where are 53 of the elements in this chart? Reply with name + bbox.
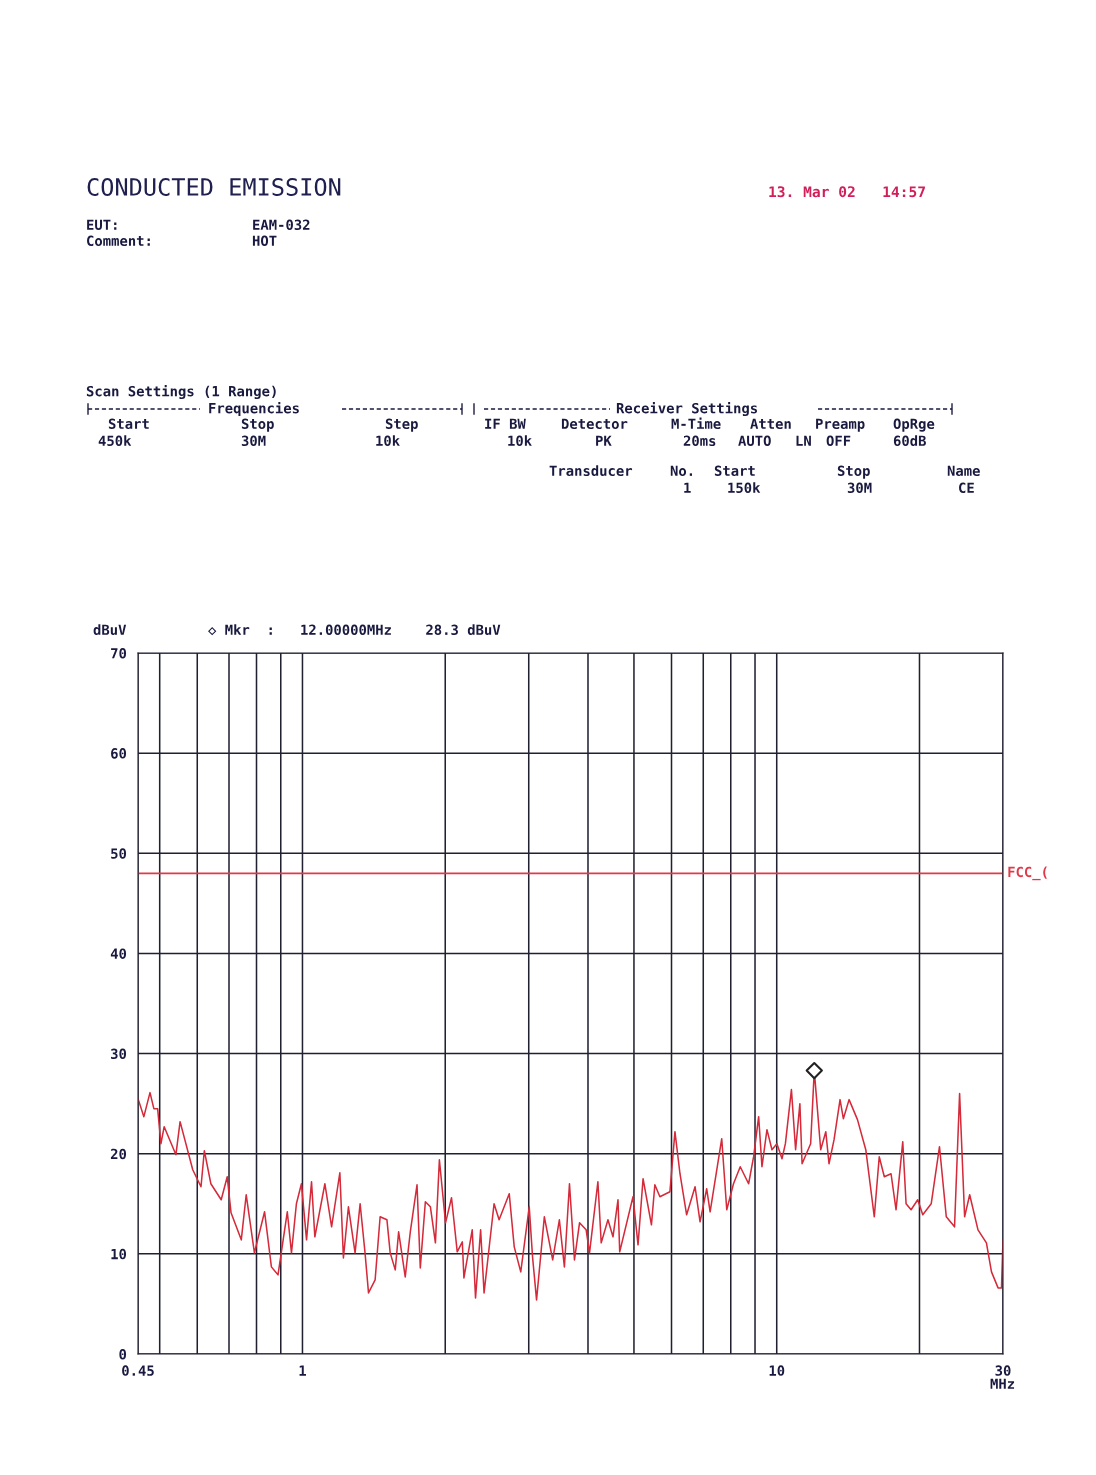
x-tick-label: 0.45 [122, 1365, 154, 1376]
y-tick-label: 10 [111, 1248, 127, 1260]
text: 30M [241, 435, 266, 447]
text: 10k [376, 435, 400, 447]
text: LN [796, 435, 811, 446]
text: Transducer [549, 465, 633, 477]
y-tick-label: 50 [111, 848, 127, 859]
text: Frequencies [209, 401, 299, 417]
x-tick-label: 10 [769, 1365, 785, 1376]
text: 450k [98, 435, 132, 447]
text: 60dB [893, 435, 926, 447]
text: OFF [826, 435, 851, 447]
y-tick-label: 0 [119, 1348, 127, 1360]
chart-title: CONDUCTED EMISSION [87, 178, 341, 196]
text: Start [108, 418, 149, 430]
text: 1 [684, 482, 691, 493]
y-tick-label: 30 [111, 1048, 127, 1060]
text: 10k [508, 435, 532, 447]
text: Atten [750, 418, 791, 430]
text: ◇ Mkr : 12.00000MHz 28.3 dBuV [208, 624, 501, 636]
text: M-Time [671, 417, 721, 430]
text: PK [596, 435, 612, 446]
text: Start [714, 465, 755, 477]
text: Detector [561, 418, 628, 430]
text: 20ms [683, 435, 716, 447]
x-tick-label: 1 [299, 1365, 306, 1376]
text: Receiver Settings [616, 401, 758, 417]
text: 13. Mar 02 14:57 [769, 186, 925, 198]
text: Name [947, 465, 980, 477]
text: HOT [252, 235, 277, 247]
ref-line-label: FCC_( [1008, 866, 1047, 881]
y-tick-label: 20 [110, 1148, 127, 1160]
text: EAM-032 [253, 219, 310, 231]
text: Scan Settings (1 Range) [86, 384, 276, 400]
text: Step [385, 418, 418, 432]
text: 30M [847, 482, 872, 494]
text: CE [959, 482, 974, 494]
y-tick-label: 40 [110, 948, 127, 959]
y-tick-label: 70 [111, 647, 127, 659]
text: EUT: [87, 219, 117, 231]
text: Comment: [87, 235, 150, 247]
text: Stop [241, 418, 274, 432]
text: No. [670, 465, 693, 477]
y-tick-label: 60 [111, 748, 127, 759]
y-axis-title: dBuV [93, 624, 127, 636]
text: 150k [728, 482, 761, 494]
text: AUTO [738, 435, 771, 447]
text: OpRge [893, 418, 935, 432]
text: IF BW [485, 418, 526, 429]
text: Preamp [816, 418, 865, 432]
text: Stop [837, 465, 870, 479]
x-tick-label: 30 [995, 1365, 1011, 1376]
x-axis-title: MHz [990, 1378, 1015, 1389]
